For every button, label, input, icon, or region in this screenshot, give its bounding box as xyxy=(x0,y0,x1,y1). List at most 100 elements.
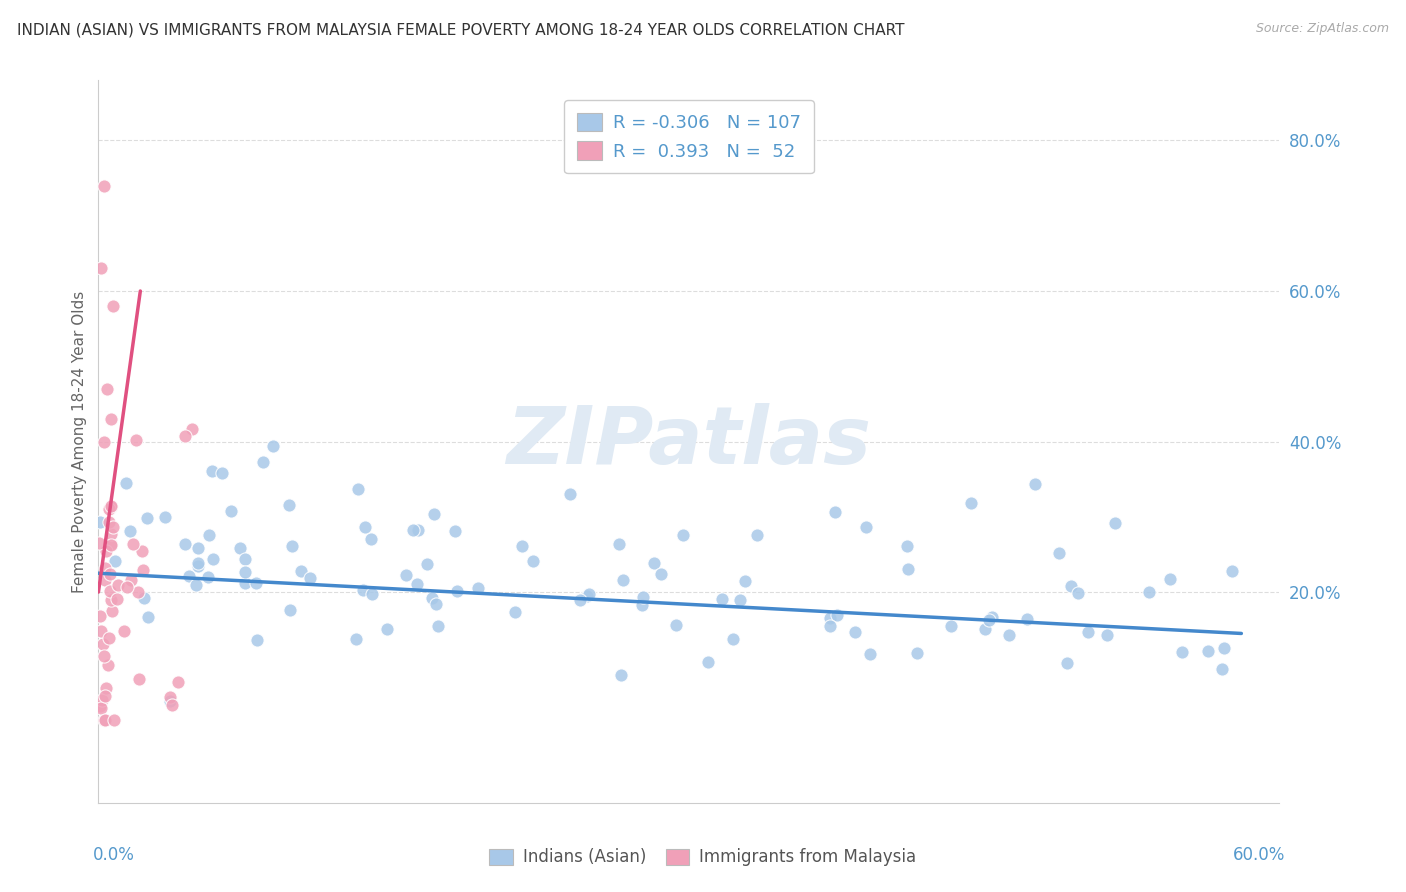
Point xyxy=(578,587,600,601)
Point xyxy=(522,554,544,568)
Point xyxy=(696,655,718,669)
Point xyxy=(1060,579,1083,593)
Point xyxy=(174,537,197,551)
Point xyxy=(1104,516,1126,531)
Point xyxy=(346,482,368,496)
Point xyxy=(125,433,148,447)
Point xyxy=(93,637,115,651)
Legend: Indians (Asian), Immigrants from Malaysia: Indians (Asian), Immigrants from Malaysi… xyxy=(482,842,924,873)
Point xyxy=(827,607,849,622)
Point xyxy=(103,713,125,727)
Point xyxy=(233,552,256,566)
Y-axis label: Female Poverty Among 18-24 Year Olds: Female Poverty Among 18-24 Year Olds xyxy=(72,291,87,592)
Point xyxy=(89,698,111,713)
Point xyxy=(446,583,468,598)
Point xyxy=(101,519,124,533)
Point xyxy=(100,527,122,541)
Point xyxy=(1024,476,1046,491)
Point xyxy=(907,647,929,661)
Point xyxy=(187,559,209,574)
Point xyxy=(1213,641,1236,656)
Point xyxy=(235,576,257,591)
Point xyxy=(262,439,284,453)
Point xyxy=(107,578,129,592)
Point xyxy=(977,614,1000,628)
Point xyxy=(100,499,122,513)
Point xyxy=(90,624,112,639)
Point xyxy=(1015,611,1038,625)
Point xyxy=(406,577,429,591)
Point xyxy=(93,178,115,193)
Point xyxy=(252,455,274,469)
Point xyxy=(94,543,117,558)
Point xyxy=(98,631,121,645)
Point xyxy=(896,539,918,553)
Point xyxy=(859,647,882,661)
Point xyxy=(93,573,115,587)
Point xyxy=(100,412,122,426)
Point xyxy=(290,564,312,578)
Point xyxy=(101,604,124,618)
Point xyxy=(246,633,269,648)
Point xyxy=(197,570,219,584)
Point xyxy=(723,632,745,646)
Point xyxy=(406,524,429,538)
Point xyxy=(93,713,115,727)
Text: ZIPatlas: ZIPatlas xyxy=(506,402,872,481)
Point xyxy=(98,567,121,582)
Point xyxy=(960,496,983,510)
Point xyxy=(155,509,177,524)
Point xyxy=(558,487,581,501)
Point xyxy=(426,619,449,633)
Point xyxy=(1220,564,1243,578)
Point xyxy=(101,299,124,313)
Point xyxy=(122,537,145,551)
Point xyxy=(415,557,437,571)
Point xyxy=(97,658,120,673)
Point xyxy=(361,587,384,601)
Point xyxy=(115,580,138,594)
Point xyxy=(120,573,142,587)
Point xyxy=(89,608,111,623)
Point xyxy=(728,593,751,607)
Point xyxy=(180,422,202,436)
Point xyxy=(665,618,688,632)
Point xyxy=(100,592,122,607)
Text: INDIAN (ASIAN) VS IMMIGRANTS FROM MALAYSIA FEMALE POVERTY AMONG 18-24 YEAR OLDS : INDIAN (ASIAN) VS IMMIGRANTS FROM MALAYS… xyxy=(17,22,904,37)
Point xyxy=(100,538,122,552)
Point xyxy=(650,566,672,581)
Point xyxy=(112,624,135,638)
Point xyxy=(505,605,527,619)
Point xyxy=(1137,584,1160,599)
Point xyxy=(127,584,149,599)
Point xyxy=(394,568,416,582)
Point xyxy=(89,516,111,530)
Point xyxy=(824,505,846,519)
Point xyxy=(444,524,467,538)
Point xyxy=(93,434,115,449)
Point xyxy=(610,668,633,682)
Point xyxy=(344,632,367,646)
Point xyxy=(173,429,195,443)
Point xyxy=(375,622,398,636)
Point xyxy=(159,690,181,705)
Legend: R = -0.306   N = 107, R =  0.393   N =  52: R = -0.306 N = 107, R = 0.393 N = 52 xyxy=(564,100,814,173)
Point xyxy=(201,552,224,566)
Point xyxy=(98,502,121,516)
Point xyxy=(105,591,128,606)
Point xyxy=(100,537,122,551)
Point xyxy=(1047,546,1070,560)
Point xyxy=(425,598,447,612)
Point xyxy=(94,713,117,727)
Point xyxy=(186,578,208,592)
Point xyxy=(245,576,267,591)
Point xyxy=(1095,628,1118,642)
Point xyxy=(576,589,599,603)
Point xyxy=(672,528,695,542)
Text: Source: ZipAtlas.com: Source: ZipAtlas.com xyxy=(1256,22,1389,36)
Point xyxy=(607,537,630,551)
Point xyxy=(201,464,224,478)
Point xyxy=(423,507,446,521)
Point xyxy=(118,524,141,538)
Point xyxy=(90,700,112,714)
